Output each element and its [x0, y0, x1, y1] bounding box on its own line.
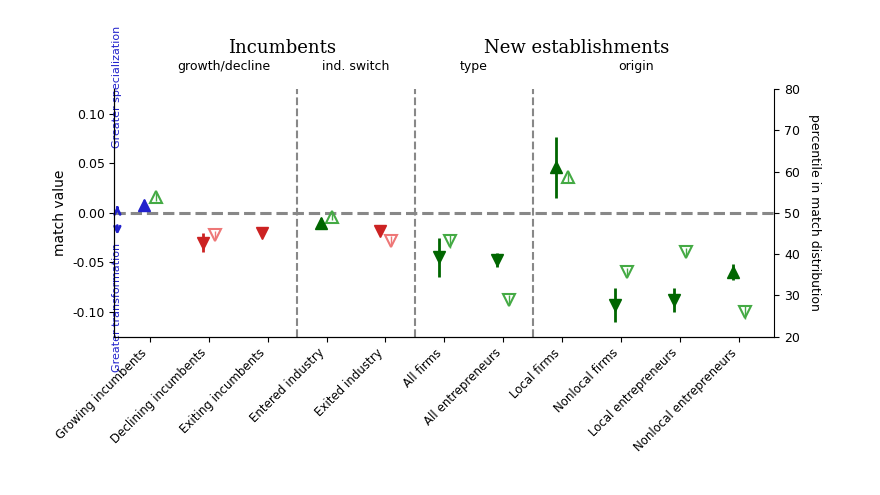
Text: growth/decline: growth/decline — [177, 60, 270, 73]
Y-axis label: match value: match value — [53, 170, 67, 256]
Text: Greater specialization: Greater specialization — [113, 26, 122, 148]
Text: type: type — [460, 60, 488, 73]
Text: New establishments: New establishments — [484, 39, 670, 57]
Text: ind. switch: ind. switch — [322, 60, 390, 73]
Text: Greater transformation: Greater transformation — [113, 243, 122, 372]
Text: Incumbents: Incumbents — [228, 39, 336, 57]
Y-axis label: percentile in match distribution: percentile in match distribution — [808, 114, 821, 311]
Text: origin: origin — [618, 60, 654, 73]
